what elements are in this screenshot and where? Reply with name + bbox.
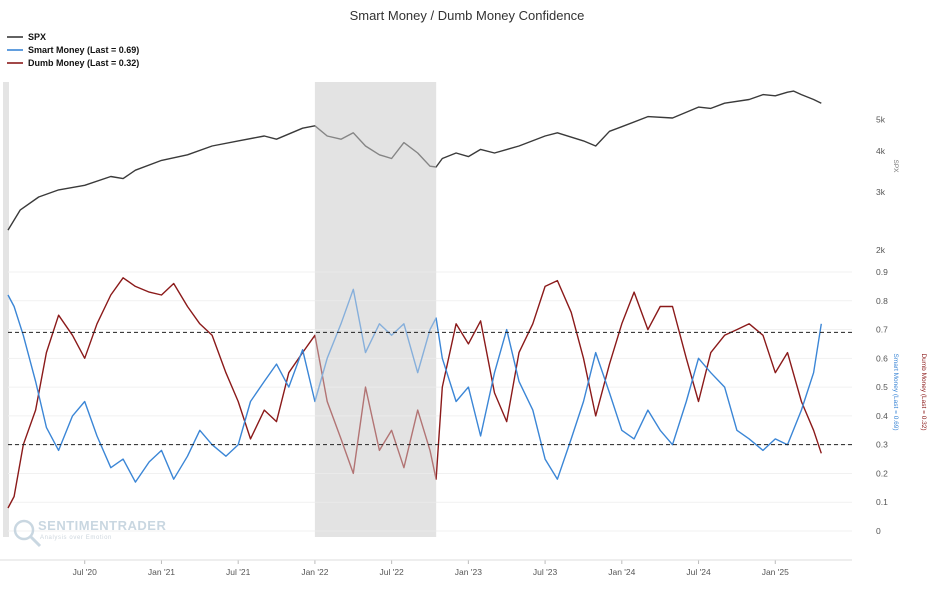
x-tick-label: Jan '22 — [301, 567, 328, 577]
confidence-tick-label: 0.7 — [876, 325, 888, 335]
confidence-tick-label: 0.1 — [876, 497, 888, 507]
spx-tick-label: 4k — [876, 146, 886, 156]
smart-money-axis-label: Smart Money (Last = 0.69) — [892, 353, 899, 430]
watermark-brand: SENTIMENTRADER — [38, 518, 166, 533]
x-tick-label: Jan '23 — [455, 567, 482, 577]
x-tick-label: Jul '20 — [73, 567, 98, 577]
shaded-period-overlay — [314, 82, 437, 537]
confidence-tick-label: 0.6 — [876, 353, 888, 363]
spx-line — [7, 90, 822, 231]
spx-tick-label: 5k — [876, 114, 886, 124]
x-tick-label: Jan '25 — [762, 567, 789, 577]
spx-axis-label: SPX — [892, 159, 899, 173]
spx-tick-label: 3k — [876, 187, 886, 197]
dumb-money-axis-label: Dumb Money (Last = 0.32) — [920, 353, 927, 430]
x-tick-label: Jan '21 — [148, 567, 175, 577]
left-edge-marker — [3, 82, 9, 537]
watermark-magnifier-handle — [29, 535, 42, 548]
x-tick-label: Jul '24 — [686, 567, 711, 577]
confidence-tick-label: 0.8 — [876, 296, 888, 306]
legend: SPX Smart Money (Last = 0.69) Dumb Money… — [7, 32, 139, 68]
x-tick-label: Jul '23 — [533, 567, 558, 577]
legend-label-dumb-money: Dumb Money (Last = 0.32) — [28, 58, 139, 68]
watermark-magnifier-icon — [13, 519, 35, 541]
legend-label-smart-money: Smart Money (Last = 0.69) — [28, 45, 139, 55]
x-tick-label: Jul '21 — [226, 567, 251, 577]
confidence-tick-label: 0.9 — [876, 267, 888, 277]
legend-label-spx: SPX — [28, 32, 46, 42]
dumb-money-line — [7, 277, 822, 509]
chart-title: Smart Money / Dumb Money Confidence — [350, 8, 585, 23]
x-tick-label: Jan '24 — [608, 567, 635, 577]
confidence-tick-label: 0 — [876, 526, 881, 536]
smart-money-line — [7, 288, 822, 483]
confidence-tick-label: 0.5 — [876, 382, 888, 392]
watermark: SENTIMENTRADER Analysis over Emotion — [13, 518, 166, 548]
spx-tick-label: 2k — [876, 245, 886, 255]
watermark-tagline: Analysis over Emotion — [40, 535, 112, 541]
x-tick-label: Jul '22 — [379, 567, 404, 577]
confidence-tick-label: 0.4 — [876, 411, 888, 421]
confidence-tick-label: 0.2 — [876, 468, 888, 478]
confidence-tick-label: 0.3 — [876, 440, 888, 450]
shaded-period — [314, 82, 437, 537]
